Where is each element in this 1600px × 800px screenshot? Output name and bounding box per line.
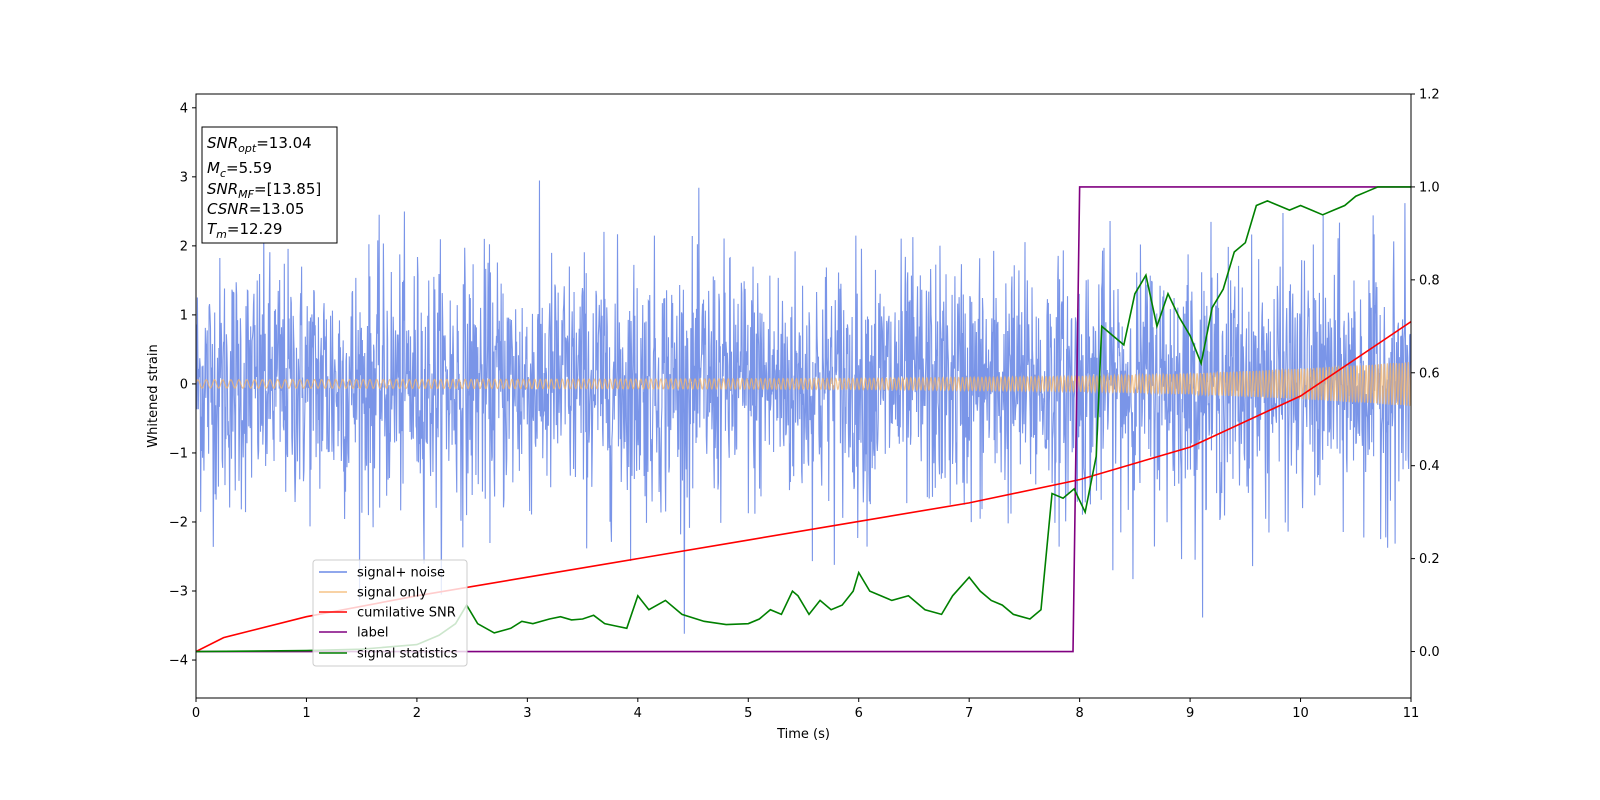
y-right-tick-label: 0.0 bbox=[1419, 645, 1440, 660]
series-signal-statistics bbox=[196, 186, 1411, 653]
series-signal-noise bbox=[196, 180, 1411, 634]
y-axis-label: Whitened strain bbox=[146, 344, 161, 447]
legend-label: signal statistics bbox=[357, 647, 458, 662]
info-box: SNRopt=13.04 Mc=5.59SNRMF=[13.85]CSNR=13.… bbox=[201, 126, 338, 244]
info-box-frame bbox=[201, 126, 338, 244]
y-tick-label: −2 bbox=[169, 515, 188, 530]
y-tick-label: −4 bbox=[169, 654, 188, 669]
y-tick-label: 2 bbox=[180, 239, 188, 254]
x-tick-label: 1 bbox=[302, 706, 310, 721]
legend-label: signal+ noise bbox=[357, 566, 445, 581]
y-right-tick-label: 1.2 bbox=[1419, 88, 1440, 103]
series-signal-only bbox=[196, 361, 1411, 406]
y-tick-label: 0 bbox=[180, 377, 188, 392]
legend-label: label bbox=[357, 626, 388, 641]
x-tick-label: 7 bbox=[965, 706, 973, 721]
x-tick-label: 3 bbox=[523, 706, 531, 721]
info-line: SNRopt=13.04 bbox=[207, 134, 312, 155]
x-axis: 0 1 2 3 4 5 6 7 8 9 10 11 bbox=[192, 698, 1419, 721]
info-line: Tm=12.29 bbox=[207, 220, 282, 241]
plot-area bbox=[196, 180, 1411, 653]
series-cumulative-snr bbox=[196, 320, 1411, 653]
y-right-tick-label: 0.4 bbox=[1419, 459, 1440, 474]
x-tick-label: 6 bbox=[855, 706, 863, 721]
x-tick-label: 4 bbox=[634, 706, 642, 721]
x-tick-label: 9 bbox=[1186, 706, 1194, 721]
y-tick-label: 4 bbox=[180, 101, 188, 116]
x-tick-label: 10 bbox=[1292, 706, 1309, 721]
info-line: Mc=5.59 bbox=[207, 159, 272, 180]
legend-label: cumilative SNR bbox=[357, 606, 456, 621]
y-axis-left: −4 −3 −2 −1 0 1 2 3 4 bbox=[169, 101, 196, 669]
y-right-tick-label: 0.6 bbox=[1419, 366, 1440, 381]
legend: signal+ noise signal only cumilative SNR la… bbox=[312, 559, 468, 667]
y-right-tick-label: 1.0 bbox=[1419, 180, 1440, 195]
y-right-tick-label: 0.8 bbox=[1419, 273, 1440, 288]
plot-frame bbox=[195, 93, 1412, 699]
x-tick-label: 5 bbox=[744, 706, 752, 721]
legend-frame bbox=[312, 559, 468, 667]
series-label bbox=[196, 186, 1411, 653]
x-tick-label: 0 bbox=[192, 706, 200, 721]
x-tick-label: 2 bbox=[413, 706, 421, 721]
y-right-tick-label: 0.2 bbox=[1419, 552, 1440, 567]
x-tick-label: 8 bbox=[1075, 706, 1083, 721]
y-tick-label: −1 bbox=[169, 446, 188, 461]
info-line: CSNR=13.05 bbox=[207, 200, 304, 218]
legend-label: signal only bbox=[357, 586, 427, 601]
y-axis-right: 0.0 0.2 0.4 0.6 0.8 1.0 1.2 bbox=[1411, 88, 1440, 660]
y-tick-label: 1 bbox=[180, 308, 188, 323]
y-tick-label: −3 bbox=[169, 585, 188, 600]
x-tick-label: 11 bbox=[1403, 706, 1420, 721]
x-axis-label: Time (s) bbox=[776, 727, 830, 742]
y-tick-label: 3 bbox=[180, 170, 188, 185]
info-line: SNRMF=[13.85] bbox=[207, 180, 321, 201]
